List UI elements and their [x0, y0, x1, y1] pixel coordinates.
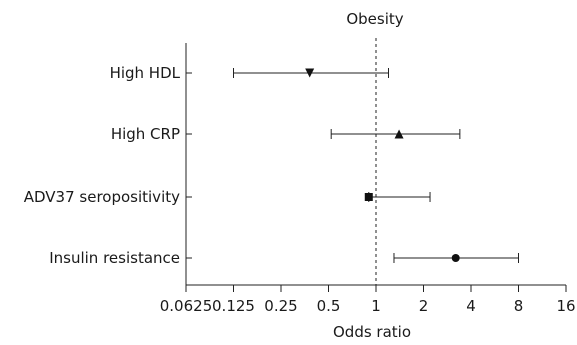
forest-rows: High HDL High CRP ADV37 seropositivity Insu…: [24, 64, 519, 267]
x-tick-label: 0.5: [317, 297, 341, 315]
x-tick-label: 1: [371, 297, 381, 315]
x-tick-label: 0.25: [264, 297, 297, 315]
x-tick-label: 16: [556, 297, 575, 315]
x-axis-ticks: 0.0625 0.125 0.25 0.5 1 2 4 8 16: [160, 285, 576, 315]
x-tick-label: 0.125: [212, 297, 255, 315]
x-tick-label: 8: [514, 297, 524, 315]
category-label: Insulin resistance: [49, 249, 180, 267]
category-label: ADV37 seropositivity: [24, 188, 180, 206]
point-estimate-marker: [451, 254, 460, 262]
category-label: High CRP: [111, 125, 180, 143]
category-label: High HDL: [110, 64, 181, 82]
x-axis-label: Odds ratio: [333, 323, 411, 341]
chart-title: Obesity: [346, 10, 403, 28]
point-estimate-marker: [364, 193, 373, 201]
x-tick-label: 2: [419, 297, 429, 315]
point-estimate-marker: [394, 129, 404, 139]
x-tick-label: 0.0625: [160, 297, 213, 315]
point-estimate-marker: [305, 68, 315, 78]
x-tick-label: 4: [466, 297, 476, 315]
